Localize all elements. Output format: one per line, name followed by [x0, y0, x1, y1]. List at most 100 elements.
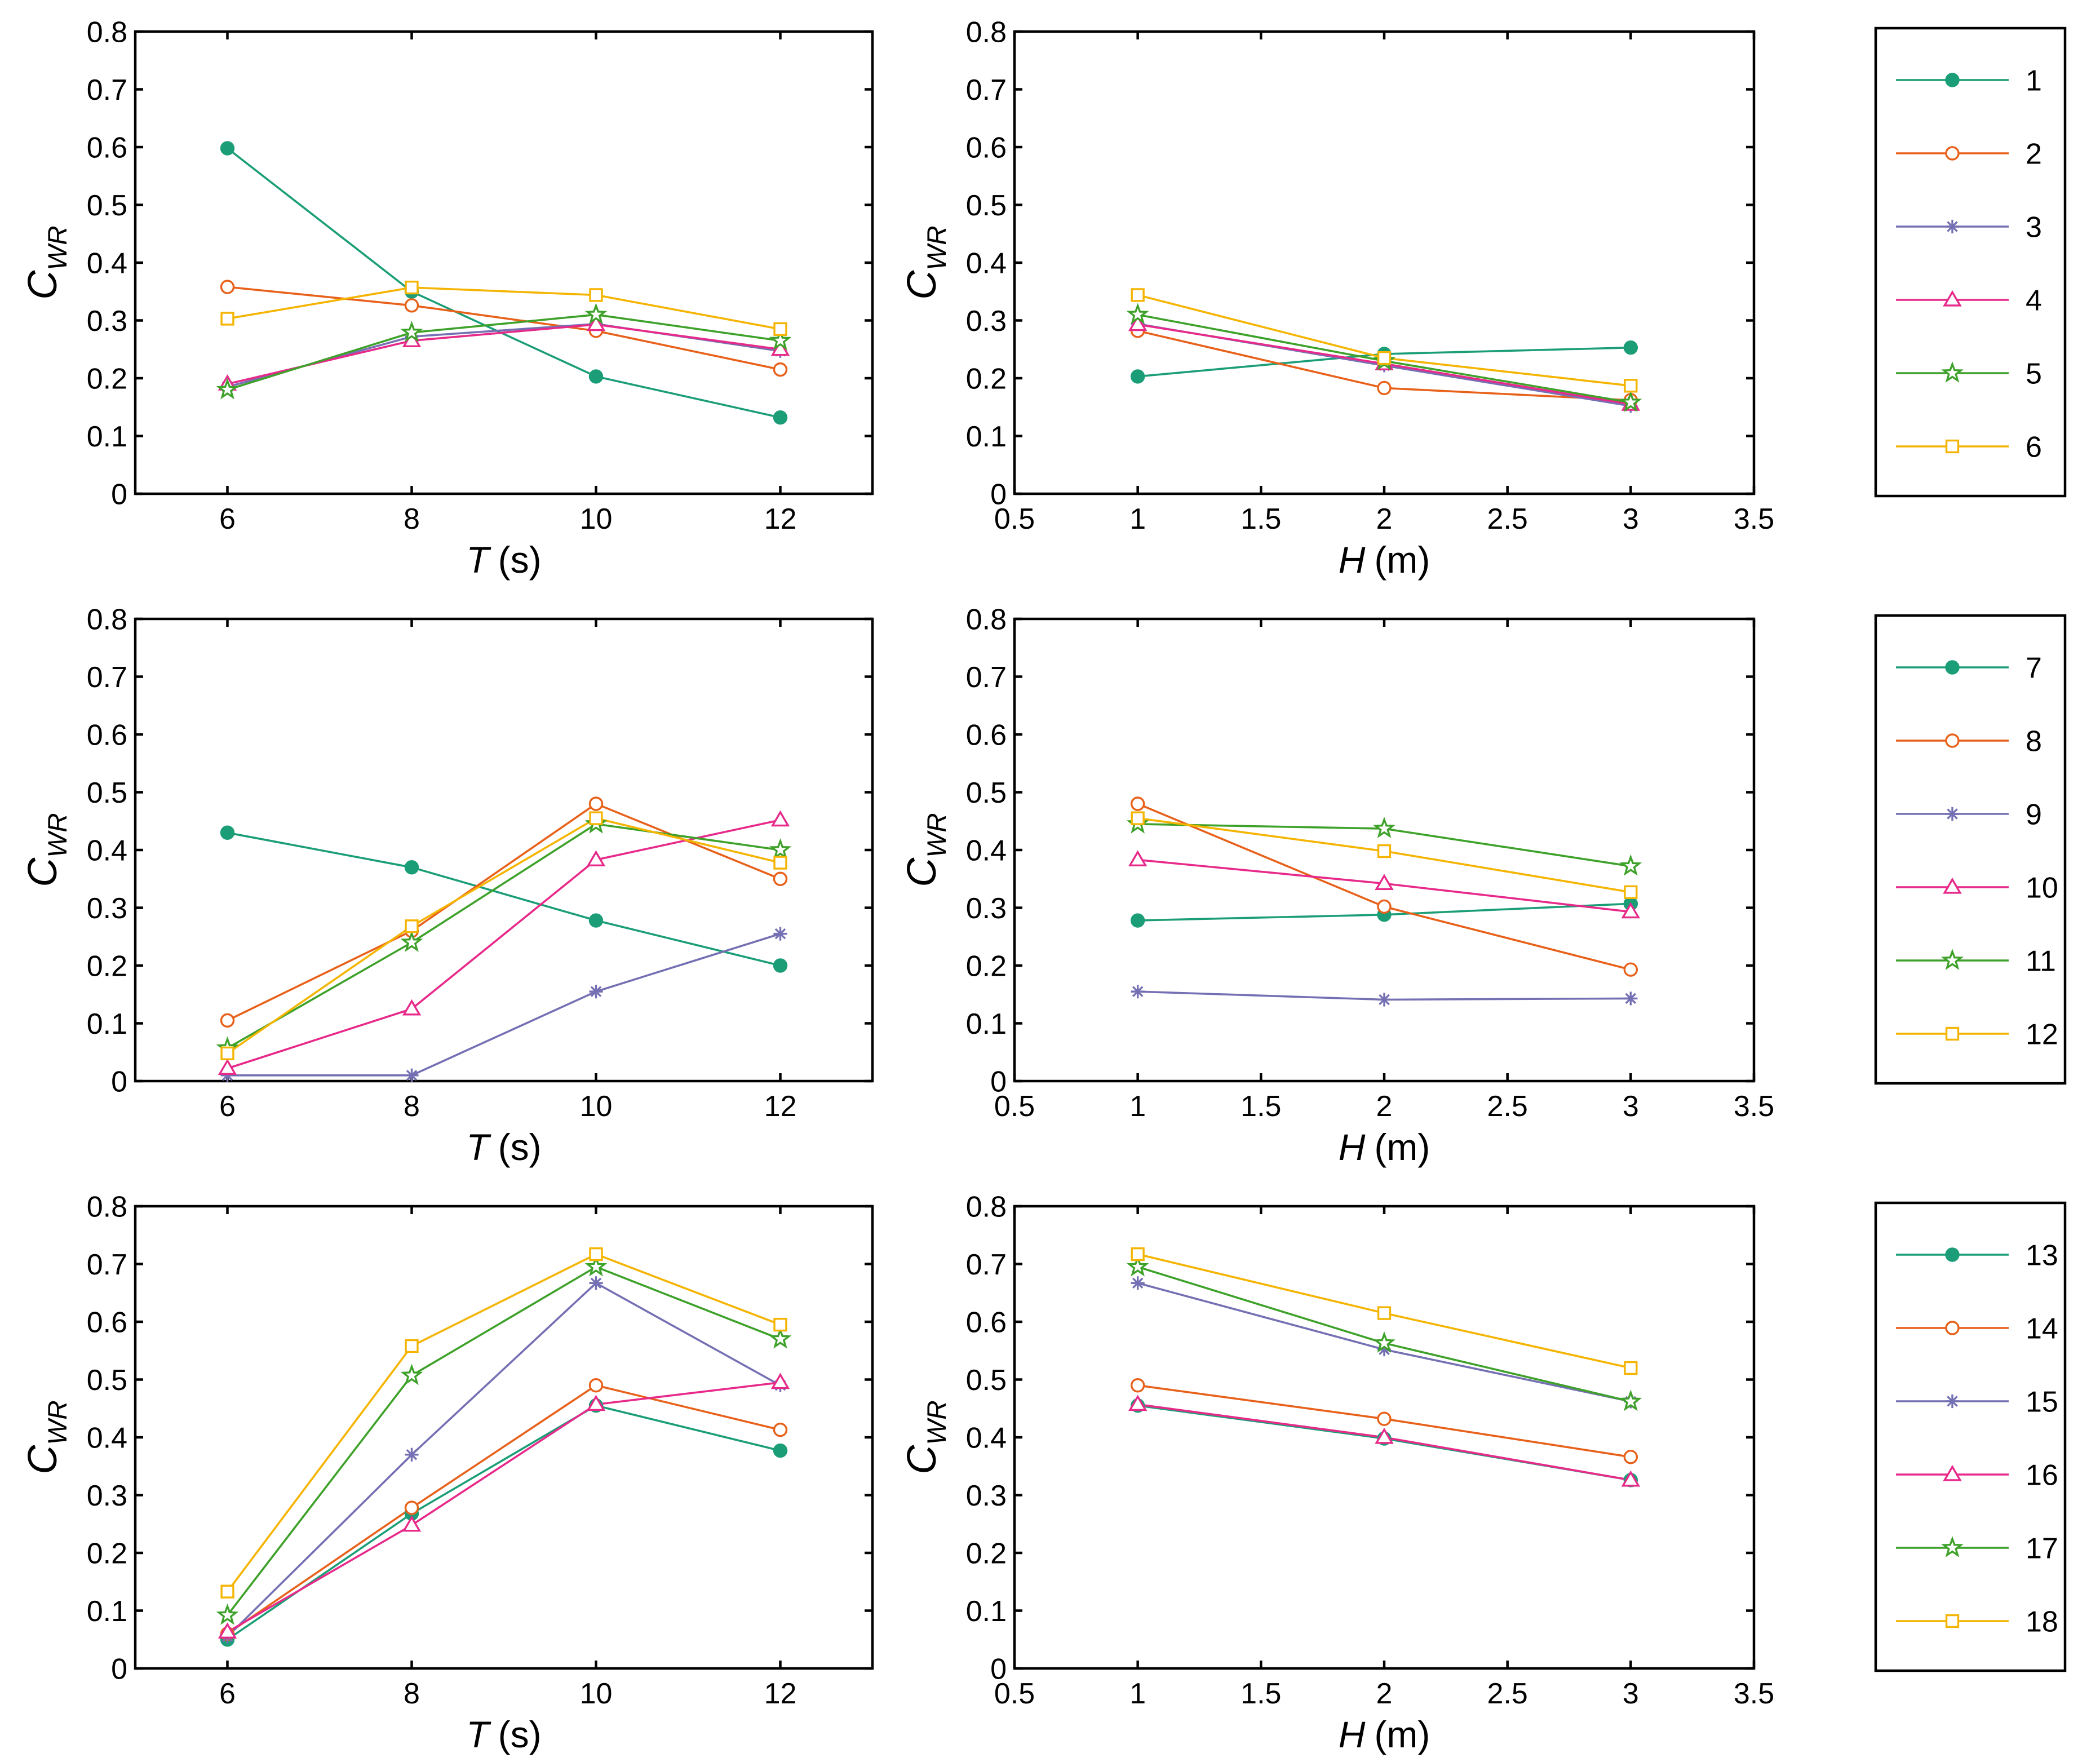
- legend-marker-5: [1941, 361, 1964, 383]
- data-point-series-10: [1621, 902, 1641, 919]
- y-tick-label: 0.3: [966, 892, 1007, 925]
- x-tick-label: 10: [580, 503, 613, 535]
- x-axis-label: H (m): [1339, 1714, 1430, 1755]
- legend-marker-11: [1941, 949, 1964, 970]
- series-line-1: [227, 147, 781, 419]
- y-axis-subscript: WR: [922, 813, 952, 857]
- data-point-series-10: [218, 1059, 237, 1075]
- legend-label-4: 4: [2026, 285, 2042, 317]
- data-point-series-7: [1130, 913, 1145, 928]
- y-tick-label: 0.3: [87, 1480, 127, 1512]
- y-tick-label: 0: [990, 1653, 1007, 1686]
- x-tick-label: 0.5: [994, 503, 1035, 535]
- series-line-12: [227, 817, 781, 1055]
- legend-marker-6: [1945, 439, 1960, 454]
- data-point-series-10: [1375, 874, 1394, 891]
- y-tick-label: 0.6: [966, 132, 1007, 165]
- data-point-series-12: [773, 856, 787, 870]
- data-point-series-5: [769, 329, 792, 351]
- data-point-series-1: [1623, 340, 1638, 355]
- data-point-series-18: [1624, 1361, 1638, 1375]
- data-point-series-16: [1621, 1470, 1641, 1487]
- data-point-series-11: [769, 838, 792, 860]
- data-point-series-10: [586, 850, 606, 867]
- data-point-series-6: [220, 312, 234, 326]
- data-point-series-17: [1126, 1255, 1149, 1277]
- x-tick-label: 3.5: [1734, 1677, 1774, 1710]
- y-tick-label: 0.8: [966, 604, 1007, 636]
- data-point-series-2: [404, 298, 419, 313]
- series-line-7: [227, 831, 781, 967]
- x-tick-label: 0.5: [994, 1677, 1035, 1710]
- legend-box: [1874, 1201, 2067, 1672]
- data-point-series-12: [1624, 885, 1638, 899]
- data-point-series-4: [770, 339, 790, 356]
- x-axis-unit: (s): [498, 1714, 542, 1755]
- data-point-series-7: [588, 913, 604, 928]
- data-point-series-9: [1624, 991, 1638, 1006]
- chart-H-row-3: 0 0.1 0.2 0.3 0.4 0.5 0.6 0.7 0.8 0.5 1 1.5 2 2.5 3 3.5…: [900, 1191, 1774, 1755]
- x-axis-label: T (s): [466, 539, 541, 581]
- data-point-series-6: [405, 280, 419, 295]
- data-point-series-16: [1375, 1427, 1394, 1444]
- x-tick-label: 6: [219, 1677, 236, 1710]
- series-line-8: [227, 803, 781, 1022]
- y-tick-label: 0.2: [966, 363, 1007, 396]
- data-point-series-2: [1377, 380, 1392, 396]
- x-tick-label: 3: [1623, 503, 1639, 535]
- data-point-series-8: [588, 796, 604, 811]
- data-point-series-5: [1126, 303, 1149, 325]
- y-tick-label: 0.5: [966, 1364, 1007, 1397]
- x-axis-variable: H: [1339, 1714, 1366, 1755]
- data-point-series-15: [1131, 1276, 1145, 1290]
- chart-T-row-2: 0 0.1 0.2 0.3 0.4 0.5 0.6 0.7 0.8 6 8 10 12 T (s) CWR: [20, 604, 874, 1168]
- y-tick-label: 0.3: [87, 892, 127, 925]
- legend-marker-4: [1943, 290, 1962, 307]
- x-axis-label: T (s): [466, 1126, 541, 1168]
- data-point-series-11: [1619, 854, 1642, 876]
- x-tick-label: 12: [764, 1090, 797, 1123]
- y-tick-label: 0.7: [87, 1249, 127, 1281]
- data-point-series-16: [218, 1622, 237, 1639]
- x-axis-variable: H: [1339, 1126, 1366, 1168]
- x-tick-label: 2: [1376, 1090, 1393, 1123]
- x-tick-label: 10: [580, 1677, 613, 1710]
- y-tick-label: 0.8: [87, 16, 127, 49]
- legend-marker-13: [1945, 1247, 1960, 1262]
- data-point-series-12: [589, 811, 603, 825]
- y-tick-label: 0.3: [966, 1480, 1007, 1512]
- data-point-series-9: [1131, 985, 1145, 999]
- y-tick-label: 0.1: [87, 1008, 127, 1041]
- y-axis-label: CWR: [900, 1400, 952, 1474]
- data-point-series-2: [773, 362, 788, 377]
- y-tick-label: 0.1: [87, 1595, 127, 1628]
- y-axis-subscript: WR: [922, 1400, 952, 1445]
- data-point-series-14: [1623, 1450, 1638, 1464]
- data-point-series-12: [220, 1046, 234, 1060]
- y-tick-label: 0.8: [966, 16, 1007, 49]
- y-tick-label: 0.5: [966, 189, 1007, 222]
- x-axis-label: T (s): [466, 1714, 541, 1755]
- data-point-series-18: [589, 1247, 603, 1261]
- series-line-9: [227, 932, 781, 1077]
- series-line-16: [227, 1381, 781, 1633]
- data-point-series-15: [405, 1447, 419, 1462]
- data-point-series-5: [400, 321, 423, 342]
- y-tick-label: 0.8: [87, 1191, 127, 1224]
- data-point-series-9: [1377, 993, 1392, 1007]
- x-tick-label: 8: [404, 1677, 420, 1710]
- data-point-series-18: [773, 1317, 787, 1332]
- data-point-series-12: [405, 919, 419, 933]
- data-point-series-7: [220, 825, 235, 840]
- data-point-series-14: [404, 1500, 419, 1515]
- data-point-series-17: [584, 1255, 608, 1277]
- y-tick-label: 0.2: [966, 950, 1007, 983]
- legend-marker-15: [1945, 1394, 1960, 1409]
- y-tick-label: 0.6: [87, 132, 127, 165]
- series-line-15: [227, 1282, 781, 1637]
- y-tick-label: 0.6: [966, 719, 1007, 752]
- y-tick-label: 0: [990, 479, 1007, 511]
- y-tick-label: 0.7: [966, 661, 1007, 694]
- legend-marker-9: [1945, 807, 1960, 821]
